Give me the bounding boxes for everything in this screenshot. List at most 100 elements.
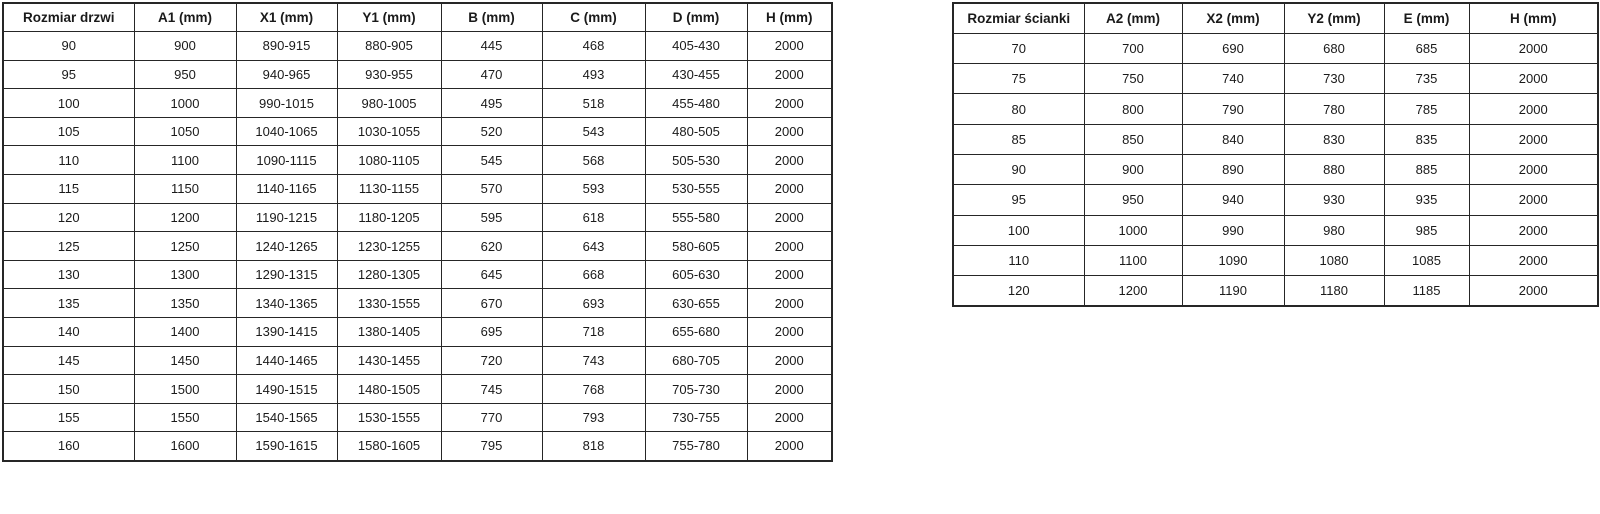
table-cell: 2000 (746, 116, 833, 147)
table-row: 120 1200 1190 1180 1185 2000 (952, 275, 1599, 307)
table-cell: 668 (541, 259, 646, 290)
table-cell: 470 (440, 59, 543, 90)
table-row: 75 750 740 730 735 2000 (952, 63, 1599, 95)
table-cell: 85 (952, 123, 1085, 155)
table-cell: 493 (541, 59, 646, 90)
table-cell: 145 (2, 345, 135, 376)
door-table-header-row: Rozmiar drzwi A1 (mm) X1 (mm) Y1 (mm) B (mm)… (2, 2, 833, 33)
table-cell: 990 (1181, 214, 1285, 246)
table-cell: 685 (1383, 32, 1470, 65)
table-cell: 2000 (1468, 153, 1599, 186)
wall-table-header-row: Rozmiar ścianki A2 (mm) X2 (mm) Y2 (mm) E (m… (952, 2, 1599, 34)
table-cell: 2000 (1468, 63, 1599, 95)
table-cell: 1280-1305 (336, 259, 442, 290)
table-cell: 740 (1181, 63, 1285, 95)
table-cell: 1150 (133, 174, 237, 204)
door-size-table: Rozmiar drzwi A1 (mm) X1 (mm) Y1 (mm) B (mm)… (2, 2, 833, 462)
table-cell: 480-505 (644, 116, 748, 147)
column-header: B (mm) (440, 2, 543, 33)
table-row: 160 1600 1590-1615 1580-1605 795 818 755-780 20… (2, 431, 833, 461)
table-cell: 2000 (746, 231, 833, 261)
table-cell: 1240-1265 (235, 231, 338, 261)
table-cell: 743 (541, 345, 646, 376)
table-cell: 730-755 (644, 402, 748, 433)
table-cell: 2000 (1468, 214, 1599, 246)
table-cell: 700 (1083, 32, 1183, 65)
table-cell: 115 (2, 174, 135, 204)
table-cell: 105 (2, 116, 135, 147)
column-header: D (mm) (644, 2, 748, 33)
table-cell: 150 (2, 374, 135, 404)
table-row: 125 1250 1240-1265 1230-1255 620 643 580-605 20… (2, 231, 833, 261)
table-row: 90 900 890-915 880-905 445 468 405-430 2000 (2, 31, 833, 61)
table-cell: 890 (1181, 153, 1285, 186)
table-cell: 1250 (133, 231, 237, 261)
table-cell: 645 (440, 259, 543, 290)
column-header: Y2 (mm) (1283, 2, 1385, 34)
table-cell: 1530-1555 (336, 402, 442, 433)
table-cell: 1090 (1181, 244, 1285, 277)
table-cell: 455-480 (644, 88, 748, 118)
table-cell: 1000 (1083, 214, 1183, 246)
table-cell: 605-630 (644, 259, 748, 290)
table-cell: 1590-1615 (235, 431, 338, 461)
table-row: 70 700 690 680 685 2000 (952, 32, 1599, 65)
table-cell: 2000 (746, 317, 833, 347)
table-cell: 495 (440, 88, 543, 118)
table-cell: 885 (1383, 153, 1470, 186)
table-cell: 2000 (746, 59, 833, 90)
table-cell: 468 (541, 31, 646, 61)
table-cell: 1200 (1083, 275, 1183, 307)
table-cell: 900 (133, 31, 237, 61)
column-header: H (mm) (746, 2, 833, 33)
table-row: 140 1400 1390-1415 1380-1405 695 718 655-680 20… (2, 317, 833, 347)
column-header: Rozmiar drzwi (2, 2, 135, 33)
table-cell: 520 (440, 116, 543, 147)
table-cell: 580-605 (644, 231, 748, 261)
table-cell: 670 (440, 288, 543, 319)
table-cell: 950 (133, 59, 237, 90)
table-cell: 70 (952, 32, 1085, 65)
column-header: C (mm) (541, 2, 646, 33)
table-cell: 1440-1465 (235, 345, 338, 376)
table-cell: 818 (541, 431, 646, 461)
table-cell: 595 (440, 202, 543, 233)
wall-panel-size-table: Rozmiar ścianki A2 (mm) X2 (mm) Y2 (mm) E (m… (952, 2, 1599, 307)
table-cell: 1450 (133, 345, 237, 376)
table-cell: 1185 (1383, 275, 1470, 307)
table-cell: 2000 (746, 374, 833, 404)
table-cell: 505-530 (644, 145, 748, 176)
table-row: 135 1350 1340-1365 1330-1555 670 693 630-655 20… (2, 288, 833, 319)
table-cell: 980-1005 (336, 88, 442, 118)
table-cell: 1480-1505 (336, 374, 442, 404)
table-cell: 930-955 (336, 59, 442, 90)
table-cell: 543 (541, 116, 646, 147)
table-cell: 1380-1405 (336, 317, 442, 347)
table-cell: 630-655 (644, 288, 748, 319)
table-cell: 555-580 (644, 202, 748, 233)
table-cell: 1400 (133, 317, 237, 347)
table-row: 95 950 940-965 930-955 470 493 430-455 2000 (2, 59, 833, 90)
table-cell: 695 (440, 317, 543, 347)
column-header: H (mm) (1468, 2, 1599, 34)
table-cell: 1085 (1383, 244, 1470, 277)
table-cell: 120 (2, 202, 135, 233)
table-cell: 840 (1181, 123, 1285, 155)
table-cell: 795 (440, 431, 543, 461)
table-cell: 890-915 (235, 31, 338, 61)
table-cell: 545 (440, 145, 543, 176)
table-cell: 2000 (746, 259, 833, 290)
table-cell: 1130-1155 (336, 174, 442, 204)
table-cell: 75 (952, 63, 1085, 95)
table-cell: 2000 (746, 402, 833, 433)
table-cell: 1540-1565 (235, 402, 338, 433)
table-cell: 935 (1383, 184, 1470, 216)
table-cell: 790 (1181, 93, 1285, 125)
column-header: X2 (mm) (1181, 2, 1285, 34)
table-cell: 140 (2, 317, 135, 347)
table-cell: 2000 (746, 31, 833, 61)
table-cell: 1090-1115 (235, 145, 338, 176)
table-row: 80 800 790 780 785 2000 (952, 93, 1599, 125)
table-cell: 745 (440, 374, 543, 404)
table-cell: 568 (541, 145, 646, 176)
